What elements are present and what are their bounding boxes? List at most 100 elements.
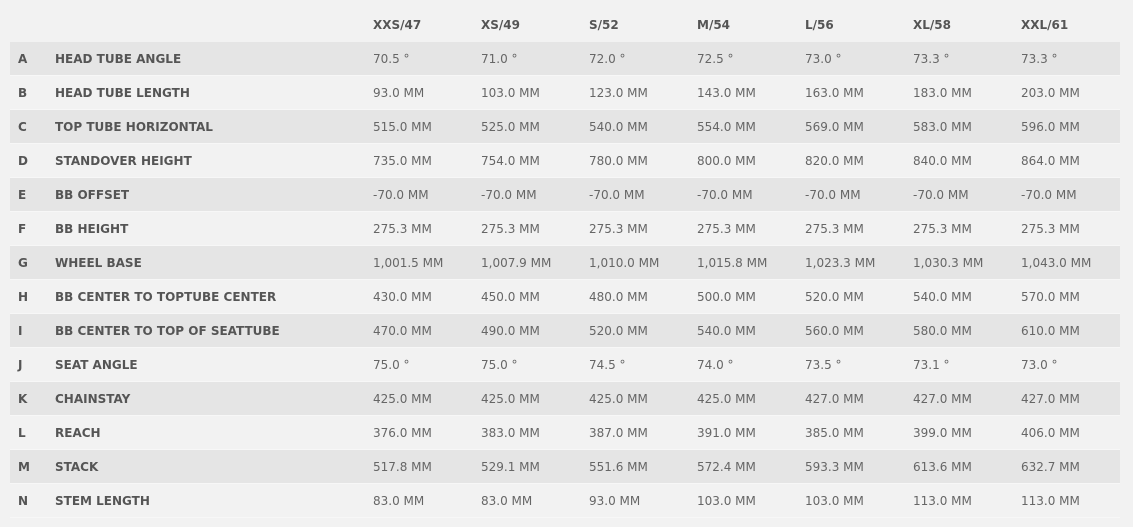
row-label: REACH [55, 425, 101, 440]
value-cell: 275.3 MM [373, 221, 432, 236]
value-cell: 490.0 MM [481, 323, 540, 338]
value-cell: 427.0 MM [1021, 391, 1080, 406]
value-cell: -70.0 MM [589, 187, 645, 202]
value-cell: 71.0 ° [481, 51, 518, 66]
value-cell: 1,043.0 MM [1021, 255, 1092, 270]
size-header: XS/49 [481, 18, 520, 32]
value-cell: 593.3 MM [805, 459, 864, 474]
value-cell: 450.0 MM [481, 289, 540, 304]
value-cell: 425.0 MM [481, 391, 540, 406]
value-cell: -70.0 MM [913, 187, 969, 202]
value-cell: 391.0 MM [697, 425, 756, 440]
table-row: A HEAD TUBE ANGLE 70.5 ° 71.0 ° 72.0 ° 72.5 °… [10, 42, 1120, 76]
value-cell: 515.0 MM [373, 119, 432, 134]
row-letter: H [18, 289, 29, 304]
row-letter: E [18, 187, 27, 202]
value-cell: -70.0 MM [697, 187, 753, 202]
value-cell: 500.0 MM [697, 289, 756, 304]
row-label: CHAINSTAY [55, 391, 131, 406]
value-cell: 163.0 MM [805, 85, 864, 100]
value-cell: 800.0 MM [697, 153, 756, 168]
value-cell: 1,030.3 MM [913, 255, 984, 270]
value-cell: 383.0 MM [481, 425, 540, 440]
value-cell: 387.0 MM [589, 425, 648, 440]
value-cell: 610.0 MM [1021, 323, 1080, 338]
value-cell: 83.0 MM [481, 493, 533, 508]
row-letter: F [18, 221, 27, 236]
value-cell: 113.0 MM [1021, 493, 1080, 508]
value-cell: 275.3 MM [913, 221, 972, 236]
value-cell: 73.1 ° [913, 357, 950, 372]
value-cell: 275.3 MM [697, 221, 756, 236]
size-header: M/54 [697, 18, 731, 32]
value-cell: 583.0 MM [913, 119, 972, 134]
size-header: XXL/61 [1021, 18, 1069, 32]
table-row: H BB CENTER TO TOPTUBE CENTER 430.0 MM 450.… [10, 280, 1120, 314]
value-cell: 430.0 MM [373, 289, 432, 304]
value-cell: 572.4 MM [697, 459, 756, 474]
value-cell: 1,023.3 MM [805, 255, 876, 270]
value-cell: 425.0 MM [373, 391, 432, 406]
value-cell: -70.0 MM [805, 187, 861, 202]
row-letter: B [18, 85, 28, 100]
value-cell: 73.0 ° [1021, 357, 1058, 372]
row-label: BB CENTER TO TOPTUBE CENTER [55, 289, 277, 304]
value-cell: 275.3 MM [805, 221, 864, 236]
value-cell: 570.0 MM [1021, 289, 1080, 304]
value-cell: 820.0 MM [805, 153, 864, 168]
value-cell: 203.0 MM [1021, 85, 1080, 100]
value-cell: 103.0 MM [697, 493, 756, 508]
value-cell: 580.0 MM [913, 323, 972, 338]
value-cell: 73.3 ° [1021, 51, 1058, 66]
row-label: BB HEIGHT [55, 221, 129, 236]
value-cell: 1,010.0 MM [589, 255, 660, 270]
value-cell: 103.0 MM [481, 85, 540, 100]
table-row: L REACH 376.0 MM 383.0 MM 387.0 MM 391.0 MM 38… [10, 416, 1120, 450]
table-row: C TOP TUBE HORIZONTAL 515.0 MM 525.0 MM 540.… [10, 110, 1120, 144]
value-cell: 75.0 ° [481, 357, 518, 372]
value-cell: 754.0 MM [481, 153, 540, 168]
row-letter: J [18, 357, 23, 372]
row-letter: C [18, 119, 27, 134]
value-cell: 143.0 MM [697, 85, 756, 100]
value-cell: 376.0 MM [373, 425, 432, 440]
value-cell: 425.0 MM [589, 391, 648, 406]
value-cell: 560.0 MM [805, 323, 864, 338]
size-header: XL/58 [913, 18, 951, 32]
row-label: HEAD TUBE ANGLE [55, 51, 182, 66]
table-row: F BB HEIGHT 275.3 MM 275.3 MM 275.3 MM 275.3 … [10, 212, 1120, 246]
value-cell: 74.0 ° [697, 357, 734, 372]
row-label: HEAD TUBE LENGTH [55, 85, 190, 100]
value-cell: 427.0 MM [805, 391, 864, 406]
row-letter: L [18, 425, 26, 440]
value-cell: 183.0 MM [913, 85, 972, 100]
value-cell: 385.0 MM [805, 425, 864, 440]
table-row: G WHEEL BASE 1,001.5 MM 1,007.9 MM 1,010.0 M… [10, 246, 1120, 280]
value-cell: 569.0 MM [805, 119, 864, 134]
value-cell: 540.0 MM [589, 119, 648, 134]
value-cell: 275.3 MM [589, 221, 648, 236]
value-cell: 73.0 ° [805, 51, 842, 66]
row-label: WHEEL BASE [55, 255, 142, 270]
value-cell: 525.0 MM [481, 119, 540, 134]
row-label: STEM LENGTH [55, 493, 150, 508]
table-row: E BB OFFSET -70.0 MM -70.0 MM -70.0 MM -70.0 … [10, 178, 1120, 212]
value-cell: 864.0 MM [1021, 153, 1080, 168]
value-cell: 1,001.5 MM [373, 255, 444, 270]
value-cell: 1,015.8 MM [697, 255, 768, 270]
value-cell: 406.0 MM [1021, 425, 1080, 440]
value-cell: 74.5 ° [589, 357, 626, 372]
row-letter: G [18, 255, 28, 270]
value-cell: -70.0 MM [373, 187, 429, 202]
table-row: D STANDOVER HEIGHT 735.0 MM 754.0 MM 780.0 M… [10, 144, 1120, 178]
size-header: XXS/47 [373, 18, 422, 32]
geometry-table: XXS/47 XS/49 S/52 M/54 L/56 XL/58 XXL/61 A HEAD… [10, 8, 1120, 518]
value-cell: 275.3 MM [1021, 221, 1080, 236]
value-cell: 596.0 MM [1021, 119, 1080, 134]
value-cell: 520.0 MM [805, 289, 864, 304]
row-label: STANDOVER HEIGHT [55, 153, 192, 168]
row-letter: K [18, 391, 28, 406]
value-cell: 613.6 MM [913, 459, 972, 474]
table-row: N STEM LENGTH 83.0 MM 83.0 MM 93.0 MM 103.0 M… [10, 484, 1120, 518]
value-cell: 554.0 MM [697, 119, 756, 134]
